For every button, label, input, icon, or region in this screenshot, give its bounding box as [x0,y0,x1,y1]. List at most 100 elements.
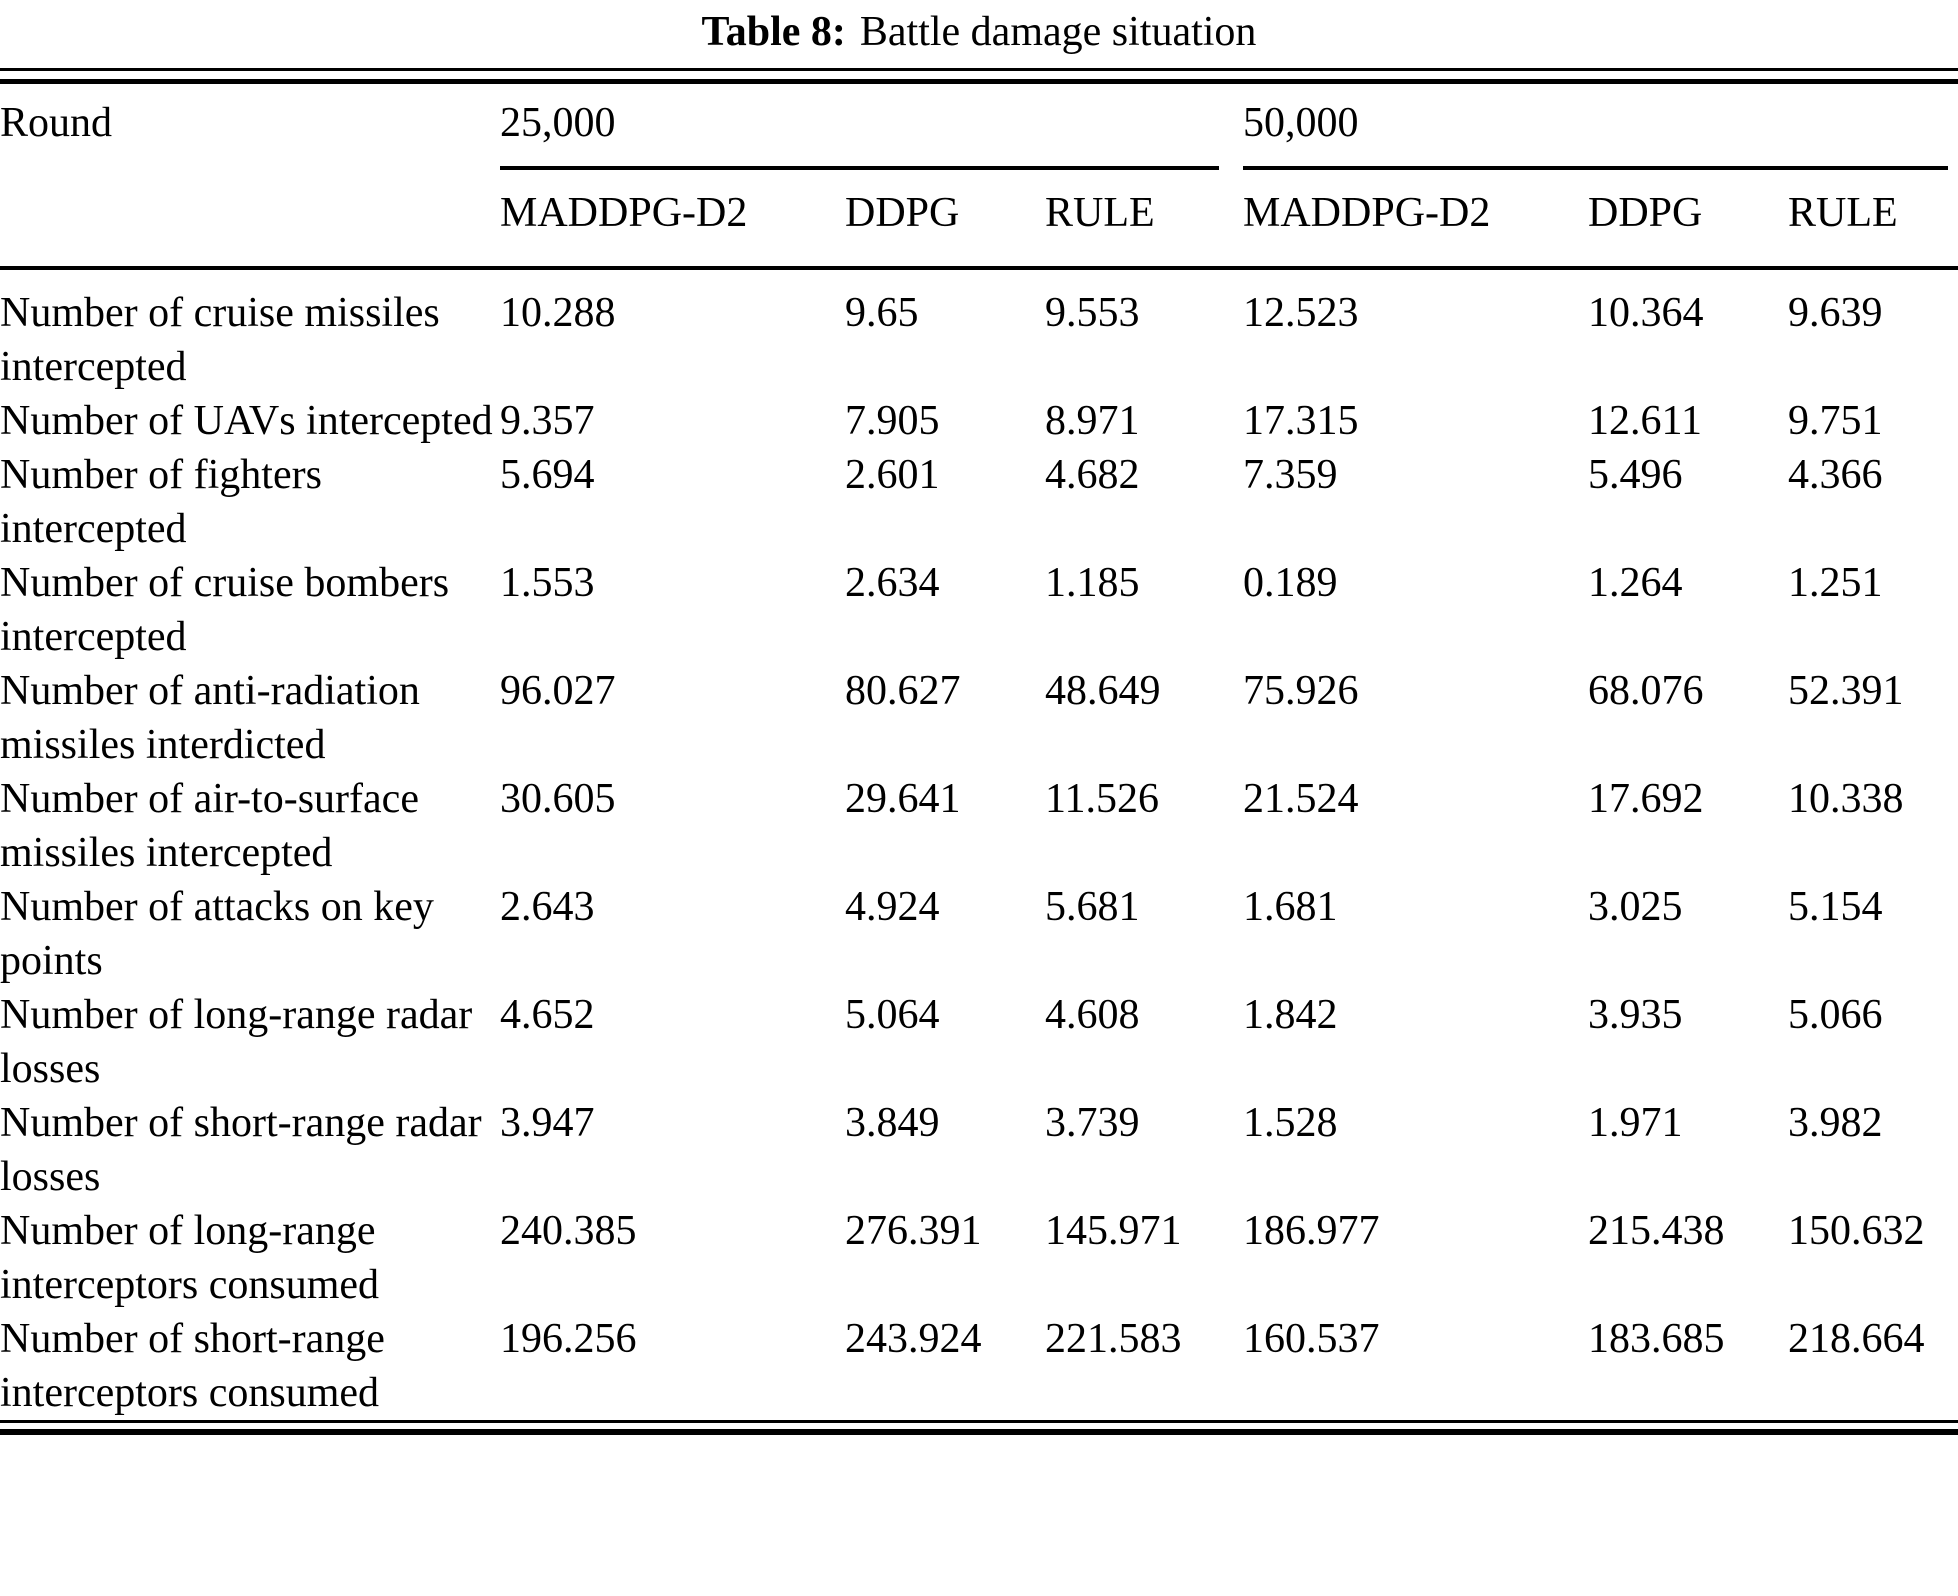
row-label: Number of short-range radar losses [0,1100,482,1200]
table-cell: 2.643 [500,884,595,930]
table-caption-number: Table 8: [701,9,846,55]
table-row-fighters: Number of fighters intercepted 5.694 2.6… [0,448,1958,556]
table-cell: 80.627 [845,668,961,714]
table-cell: 145.971 [1045,1208,1182,1254]
table-cell: 3.025 [1588,884,1683,930]
table-cell: 196.256 [500,1316,637,1362]
table-cell: 17.315 [1243,398,1359,444]
table-cell: 2.601 [845,452,940,498]
row-label: Number of long-range interceptors consum… [0,1208,380,1308]
row-label: Number of long-range radar losses [0,992,473,1092]
table-cell: 4.608 [1045,992,1140,1038]
table-body: Number of cruise missiles intercepted 10… [0,268,1958,1420]
table-cell: 29.641 [845,776,961,822]
header-midrule-row [0,150,1958,186]
table-row-uavs: Number of UAVs intercepted 9.357 7.905 8… [0,394,1958,448]
midrule-cell-25000 [500,150,1243,186]
table-cell: 12.523 [1243,290,1359,336]
table-cell: 3.947 [500,1100,595,1146]
table-row-air-to-surface-missiles: Number of air-to-surface missiles interc… [0,772,1958,880]
midrule-cell-50000 [1243,150,1958,186]
table-cell: 1.185 [1045,560,1140,606]
table-cell: 1.251 [1788,560,1883,606]
table-cell: 0.189 [1243,560,1338,606]
column-header-rule-25000: RULE [1045,186,1243,270]
midrule-spacer [0,150,500,186]
row-label: Number of cruise bombers intercepted [0,560,450,660]
row-label: Number of anti-radiation missiles interd… [0,668,420,768]
table-bottom-rule [0,1420,1958,1435]
table-cell: 150.632 [1788,1208,1925,1254]
table-cell: 4.652 [500,992,595,1038]
table-cell: 7.359 [1243,452,1338,498]
table-cell: 2.634 [845,560,940,606]
column-header-ddpg-25000: DDPG [845,186,1045,270]
table-row-cruise-missiles: Number of cruise missiles intercepted 10… [0,268,1958,394]
table-cell: 68.076 [1588,668,1704,714]
table-cell: 160.537 [1243,1316,1380,1362]
table-cell: 1.681 [1243,884,1338,930]
table-row-long-range-interceptors: Number of long-range interceptors consum… [0,1204,1958,1312]
column-header-maddpg-d2-25000: MADDPG-D2 [500,186,845,270]
table-cell: 5.154 [1788,884,1883,930]
table-caption: Table 8: Battle damage situation [0,0,1958,54]
table-cell: 9.639 [1788,290,1883,336]
row-label: Number of UAVs intercepted [0,398,493,444]
table-cell: 5.694 [500,452,595,498]
table-cell: 48.649 [1045,668,1161,714]
table-row-anti-radiation-missiles: Number of anti-radiation missiles interd… [0,664,1958,772]
table-cell: 10.288 [500,290,616,336]
column-header-maddpg-d2-50000: MADDPG-D2 [1243,186,1588,270]
round-header: Round [0,100,113,146]
table-cell: 3.739 [1045,1100,1140,1146]
row-label: Number of air-to-surface missiles interc… [0,776,419,876]
midrule-50000 [1243,166,1948,170]
table-cell: 11.526 [1045,776,1159,822]
midrule-25000 [500,166,1219,170]
table-cell: 52.391 [1788,668,1904,714]
row-label: Number of cruise missiles intercepted [0,290,440,390]
table-cell: 9.65 [845,290,919,336]
row-label: Number of short-range interceptors consu… [0,1316,385,1416]
table-cell: 1.264 [1588,560,1683,606]
group-header-25000: 25,000 [500,100,616,146]
table-cell: 5.496 [1588,452,1683,498]
table-cell: 4.366 [1788,452,1883,498]
table-cell: 243.924 [845,1316,982,1362]
table-row-long-range-radar-losses: Number of long-range radar losses 4.652 … [0,988,1958,1096]
table-header: Round 25,000 50,000 MADDPG-D2 DDPG RULE … [0,84,1958,270]
table-cell: 4.682 [1045,452,1140,498]
table-cell: 10.364 [1588,290,1704,336]
table-cell: 8.971 [1045,398,1140,444]
row-label: Number of attacks on key points [0,884,434,984]
table-cell: 9.751 [1788,398,1883,444]
table-row-cruise-bombers: Number of cruise bombers intercepted 1.5… [0,556,1958,664]
table-cell: 5.066 [1788,992,1883,1038]
group-header-50000: 50,000 [1243,100,1359,146]
column-header-ddpg-50000: DDPG [1588,186,1788,270]
table-cell: 3.982 [1788,1100,1883,1146]
table-caption-title: Battle damage situation [859,9,1257,55]
header-group-row: Round 25,000 50,000 [0,84,1958,150]
table-cell: 21.524 [1243,776,1359,822]
table-cell: 4.924 [845,884,940,930]
table-cell: 9.357 [500,398,595,444]
table-cell: 1.528 [1243,1100,1338,1146]
table-cell: 186.977 [1243,1208,1380,1254]
table-cell: 218.664 [1788,1316,1925,1362]
table-top-rule [0,68,1958,84]
empty-header-cell [0,186,500,270]
table-row-short-range-interceptors: Number of short-range interceptors consu… [0,1312,1958,1420]
table-cell: 215.438 [1588,1208,1725,1254]
row-label: Number of fighters intercepted [0,452,322,552]
table-cell: 240.385 [500,1208,637,1254]
table-cell: 276.391 [845,1208,982,1254]
table-cell: 221.583 [1045,1316,1182,1362]
table-cell: 17.692 [1588,776,1704,822]
table-cell: 96.027 [500,668,616,714]
battle-damage-table: Round 25,000 50,000 MADDPG-D2 DDPG RULE … [0,84,1958,1420]
table-cell: 3.849 [845,1100,940,1146]
table-cell: 7.905 [845,398,940,444]
table-cell: 1.553 [500,560,595,606]
